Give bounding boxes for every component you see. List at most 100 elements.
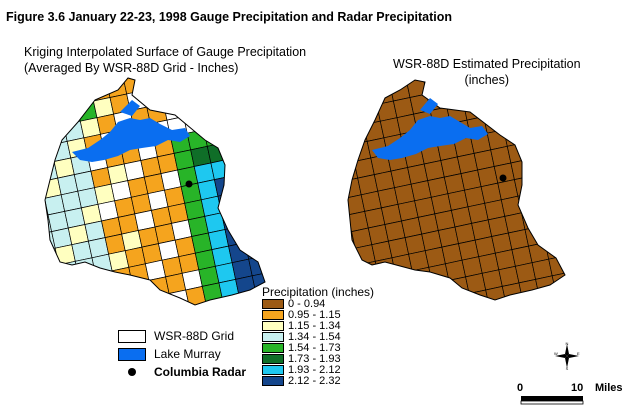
grid-cell <box>576 59 596 79</box>
grid-cell <box>639 271 644 291</box>
grid-cell <box>606 278 626 298</box>
grid-cell <box>584 179 604 199</box>
grid-cell <box>536 118 558 140</box>
legend-item: 0.95 - 1.15 <box>262 309 341 321</box>
grid-cell <box>505 299 527 300</box>
legend-item: 1.34 - 1.54 <box>262 331 341 343</box>
grid-cell <box>356 331 376 351</box>
grid-cell <box>581 162 601 182</box>
grid-cell <box>593 299 613 319</box>
compass-n: N <box>566 342 569 346</box>
grid-cell <box>300 65 320 85</box>
grid-cell <box>549 98 565 120</box>
grid-cell <box>575 215 595 235</box>
legend-swatch <box>262 364 284 375</box>
grid-cell <box>598 158 618 178</box>
grid-cell <box>381 290 404 300</box>
grid-cell <box>630 65 644 85</box>
grid-cell <box>540 135 562 157</box>
grid-cell <box>343 352 363 372</box>
grid-cell <box>297 135 317 155</box>
grid-cell <box>367 381 387 401</box>
grid-cell <box>512 3 532 23</box>
grid-cell <box>543 151 565 173</box>
grid-cell <box>625 205 644 225</box>
legend-swatch <box>262 353 284 364</box>
compass-w: W <box>554 351 558 356</box>
grid-cell <box>577 145 597 165</box>
grid-cell <box>385 80 407 85</box>
grid-cell <box>456 310 476 330</box>
grid-cell <box>430 351 450 371</box>
grid-cell <box>483 357 503 377</box>
grid-cell <box>352 80 374 92</box>
grid-cell <box>266 72 286 92</box>
grid-cell <box>533 102 555 124</box>
grid-cell <box>562 80 565 100</box>
grid-cell <box>348 214 353 236</box>
grid-cell <box>420 57 440 77</box>
key-radar: Columbia Radar <box>118 365 246 379</box>
left-map-title-line1: Kriging Interpolated Surface of Gauge Pr… <box>24 45 307 59</box>
left-map-outline <box>44 77 266 306</box>
grid-cell <box>572 285 592 305</box>
grid-cell <box>492 80 514 97</box>
grid-cell <box>592 212 612 232</box>
grid-cell <box>542 80 564 87</box>
grid-cell <box>499 23 519 43</box>
columbia-radar-marker-left <box>185 180 193 188</box>
grid-cell <box>301 152 321 172</box>
grid-cell <box>601 175 621 195</box>
grid-cell <box>281 139 301 159</box>
grid-cell <box>294 119 314 139</box>
key-lake-label: Lake Murray <box>154 347 221 361</box>
grid-cell <box>455 80 478 88</box>
grid-cell <box>553 115 565 137</box>
legend-swatch <box>262 342 284 353</box>
grid-cell <box>287 85 307 105</box>
grid-cell <box>580 319 600 339</box>
grid-cell <box>304 169 324 189</box>
grid-cell <box>290 102 310 122</box>
grid-cell <box>334 388 354 408</box>
lake-swatch <box>118 347 146 361</box>
legend-item: 1.73 - 1.93 <box>262 353 341 365</box>
grid-cell <box>363 35 383 55</box>
grid-cell <box>519 122 542 144</box>
grid-cell <box>422 80 444 95</box>
grid-cell <box>554 201 565 223</box>
scale-start: 0 <box>517 382 523 394</box>
grid-cell <box>624 118 644 138</box>
grid-cell <box>529 0 549 19</box>
grid-cell <box>557 218 565 240</box>
grid-cell <box>392 11 412 31</box>
grid-cell <box>544 238 565 260</box>
grid-cell <box>612 225 632 245</box>
grid-cell <box>533 16 553 36</box>
grid-cell <box>462 13 482 33</box>
grid-cell <box>446 17 466 37</box>
grid-cell <box>500 353 520 373</box>
grid-cell <box>563 165 565 187</box>
grid-cell <box>492 0 512 10</box>
grid-cell <box>476 323 496 343</box>
right-map-title-line1: WSR-88D Estimated Precipitation <box>393 57 581 71</box>
grid-cell <box>380 361 400 381</box>
grid-cell <box>348 127 352 149</box>
grid-cell <box>489 303 509 323</box>
compass-s: S <box>566 366 569 370</box>
legend-item: 1.93 - 2.12 <box>262 364 341 376</box>
north-arrow-icon: N S W E <box>554 342 580 370</box>
grid-cell <box>513 333 533 353</box>
grid-cell <box>587 109 607 129</box>
grid-cell <box>556 131 565 153</box>
grid-cell <box>363 365 383 385</box>
grid-cell <box>617 85 637 105</box>
grid-cell <box>416 41 436 61</box>
grid-cell <box>366 51 386 71</box>
grid-cell <box>529 85 551 107</box>
grid-cell <box>348 91 361 113</box>
scale-unit: Miles <box>595 382 623 394</box>
